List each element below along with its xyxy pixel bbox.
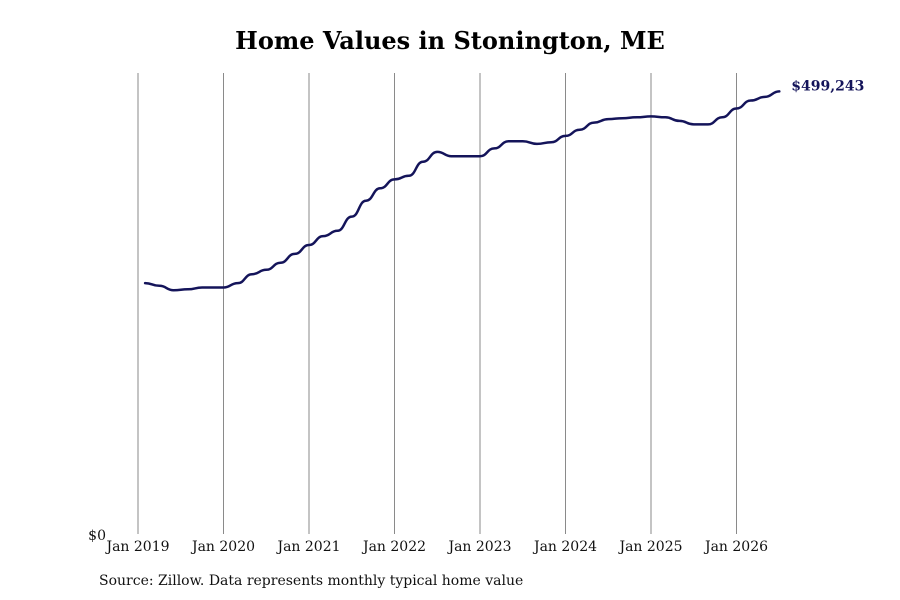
x-axis-tick-labels: Jan 2019 Jan 2020 Jan 2021 Jan 2022 Jan 2023… (104, 539, 768, 555)
series-group (143, 90, 781, 292)
x-tick-label: Jan 2020 (190, 539, 255, 555)
x-tick-label: Jan 2021 (275, 539, 340, 555)
chart-title: Home Values in Stonington, ME (235, 26, 665, 55)
x-tick-label: Jan 2019 (104, 539, 169, 555)
grid-lines (137, 73, 737, 534)
y-tick-label: $0 (88, 528, 106, 544)
x-tick-label: Jan 2025 (617, 539, 682, 555)
end-value-label: $499,243 (791, 78, 864, 94)
end-label-group: $499,243 (791, 78, 864, 94)
series-line (143, 90, 781, 292)
x-tick-label: Jan 2023 (446, 539, 511, 555)
y-axis-tick-labels: $0 (88, 528, 106, 544)
source-note: Source: Zillow. Data represents monthly … (99, 573, 524, 589)
x-tick-label: Jan 2026 (703, 539, 768, 555)
x-tick-label: Jan 2022 (361, 539, 426, 555)
x-tick-label: Jan 2024 (532, 539, 597, 555)
